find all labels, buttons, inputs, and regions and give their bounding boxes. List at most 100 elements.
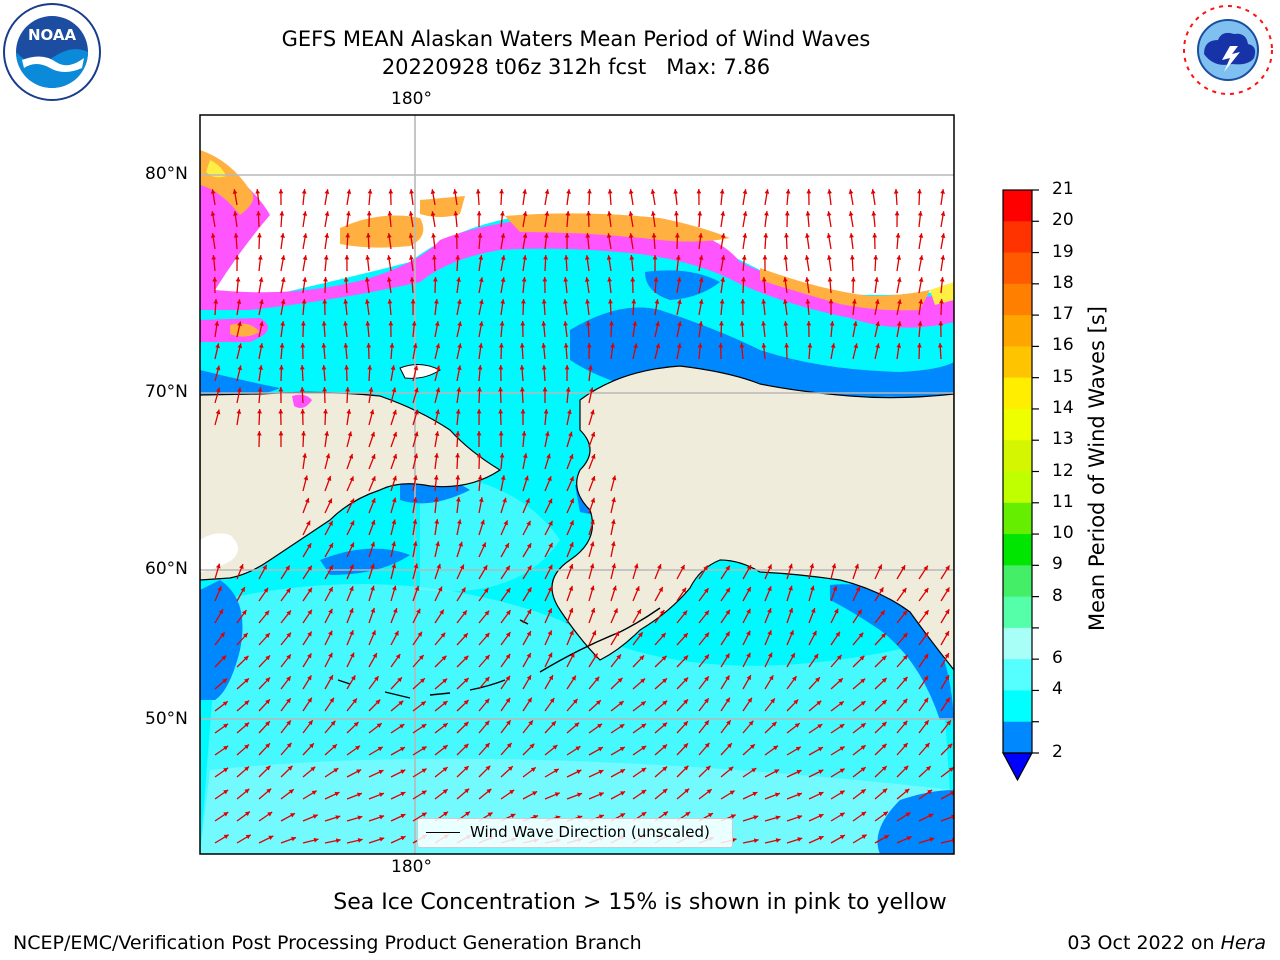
chart-title: GEFS MEAN Alaskan Waters Mean Period of … [281, 27, 871, 51]
wave-direction-arrowhead [374, 676, 379, 682]
wave-direction-arrowhead [244, 766, 250, 772]
wave-direction-arrowhead [554, 792, 560, 797]
wave-direction-arrowhead [286, 720, 291, 726]
wave-direction-arrowhead [349, 476, 354, 482]
wave-direction-arrowhead [944, 653, 949, 659]
wave-direction-arrowhead [322, 387, 327, 392]
wave-direction-arrowhead [607, 277, 613, 282]
wave-direction-arrowhead [265, 699, 270, 705]
wave-direction-arrowhead [858, 632, 864, 638]
wave-direction-arrowhead [280, 233, 285, 238]
wave-direction-arrowhead [584, 277, 590, 282]
wave-direction-arrowhead [328, 652, 333, 658]
wave-direction-arrowhead [704, 698, 709, 704]
wave-direction-arrowhead [662, 722, 668, 728]
wave-direction-arrowhead [839, 724, 845, 729]
wave-direction-arrowhead [527, 587, 532, 593]
wave-direction-arrowhead [435, 365, 441, 371]
wave-direction-arrowhead [244, 678, 249, 684]
colorbar-band [1003, 315, 1032, 347]
wave-direction-arrowhead [210, 189, 216, 194]
wave-direction-arrowhead [244, 744, 250, 750]
wave-direction-arrowhead [259, 299, 264, 305]
wave-direction-arrowhead [729, 790, 735, 795]
wave-direction-arrowhead [328, 520, 333, 526]
wave-direction-arrowhead [742, 233, 748, 238]
wave-direction-arrowhead [923, 675, 929, 681]
wave-direction-arrowhead [923, 697, 929, 703]
wave-direction-arrowhead [355, 745, 361, 751]
wave-direction-arrowhead [302, 277, 308, 282]
wave-direction-arrowhead [378, 769, 384, 775]
wave-direction-arrowhead [441, 655, 447, 661]
wave-direction-arrowhead [854, 563, 859, 569]
wave-direction-arrowhead [485, 765, 491, 771]
wave-direction-arrowhead [434, 321, 440, 327]
wave-direction-arrowhead [861, 811, 867, 817]
wave-direction-arrowhead [796, 769, 802, 775]
wave-direction-arrowhead [725, 653, 730, 659]
wave-direction-arrowhead [527, 697, 532, 703]
lat-label-80: 80°N [145, 164, 188, 184]
wave-direction-arrowhead [400, 835, 406, 841]
wave-direction-arrowhead [704, 654, 709, 660]
wave-direction-arrowhead [742, 211, 748, 216]
wave-direction-arrowhead [484, 720, 490, 726]
wave-direction-arrowhead [704, 720, 709, 726]
footer-host: Hera [1220, 932, 1266, 954]
colorbar-band [1003, 471, 1032, 504]
colorbar-band [1003, 534, 1032, 566]
wave-direction-arrowhead [651, 233, 657, 238]
wave-direction-arrowhead [215, 365, 221, 371]
wave-direction-arrowhead [828, 299, 834, 304]
wave-direction-arrowhead [478, 255, 484, 260]
wave-direction-arrowhead [547, 652, 553, 658]
wave-direction-arrowhead [365, 233, 371, 238]
wave-direction-arrowhead [883, 835, 889, 840]
wave-direction-arrowhead [527, 565, 532, 571]
lon-label-bottom: 180° [391, 857, 432, 877]
legend-label: Wind Wave Direction (unscaled) [470, 823, 710, 841]
wave-direction-arrowhead [763, 233, 769, 238]
colorbar-tick-label: 19 [1052, 241, 1074, 262]
wave-direction-arrowhead [392, 608, 398, 614]
wave-direction-arrowhead [477, 365, 483, 370]
wave-direction-arrowhead [392, 585, 397, 591]
wave-direction-arrowhead [875, 343, 880, 349]
wave-direction-arrowhead [328, 586, 333, 592]
map-legend: Wind Wave Direction (unscaled) [417, 818, 733, 848]
wave-direction-arrowhead [442, 789, 448, 794]
wave-direction-arrowhead [455, 409, 461, 414]
wave-direction-arrowhead [882, 788, 888, 794]
wave-direction-arrowhead [806, 189, 812, 194]
wave-direction-arrowhead [263, 587, 269, 593]
wave-direction-arrowhead [683, 765, 689, 771]
wave-direction-arrowhead [262, 564, 267, 570]
wave-direction-arrowhead [696, 189, 702, 194]
wave-direction-arrowhead [300, 321, 306, 326]
wave-direction-arrowhead [725, 631, 730, 637]
wave-direction-arrowhead [640, 701, 646, 706]
wave-direction-arrowhead [456, 365, 462, 371]
wave-direction-arrowhead [327, 498, 333, 504]
wave-direction-arrowhead [893, 189, 899, 194]
wave-direction-arrowhead [881, 721, 887, 727]
wave-direction-arrowhead [328, 608, 333, 614]
wave-direction-arrowhead [790, 653, 795, 659]
wave-direction-arrowhead [478, 321, 484, 327]
wave-direction-arrowhead [434, 299, 439, 304]
wave-direction-arrowhead [944, 675, 950, 681]
wave-direction-arrowhead [499, 321, 505, 326]
wave-direction-arrowhead [434, 453, 439, 458]
wave-direction-arrowhead [683, 655, 689, 661]
wave-direction-arrowhead [563, 299, 568, 304]
wave-direction-arrowhead [684, 788, 690, 794]
sea-ice-pink [200, 155, 954, 328]
wave-direction-arrowhead [902, 676, 908, 682]
wave-direction-arrowhead [455, 497, 461, 502]
wave-direction-arrowhead [566, 189, 571, 194]
wave-direction-arrowhead [662, 744, 668, 750]
wave-direction-arrowhead [223, 767, 229, 773]
wave-direction-arrowhead [874, 277, 879, 282]
colorbar-tick-label: 2 [1052, 742, 1063, 762]
